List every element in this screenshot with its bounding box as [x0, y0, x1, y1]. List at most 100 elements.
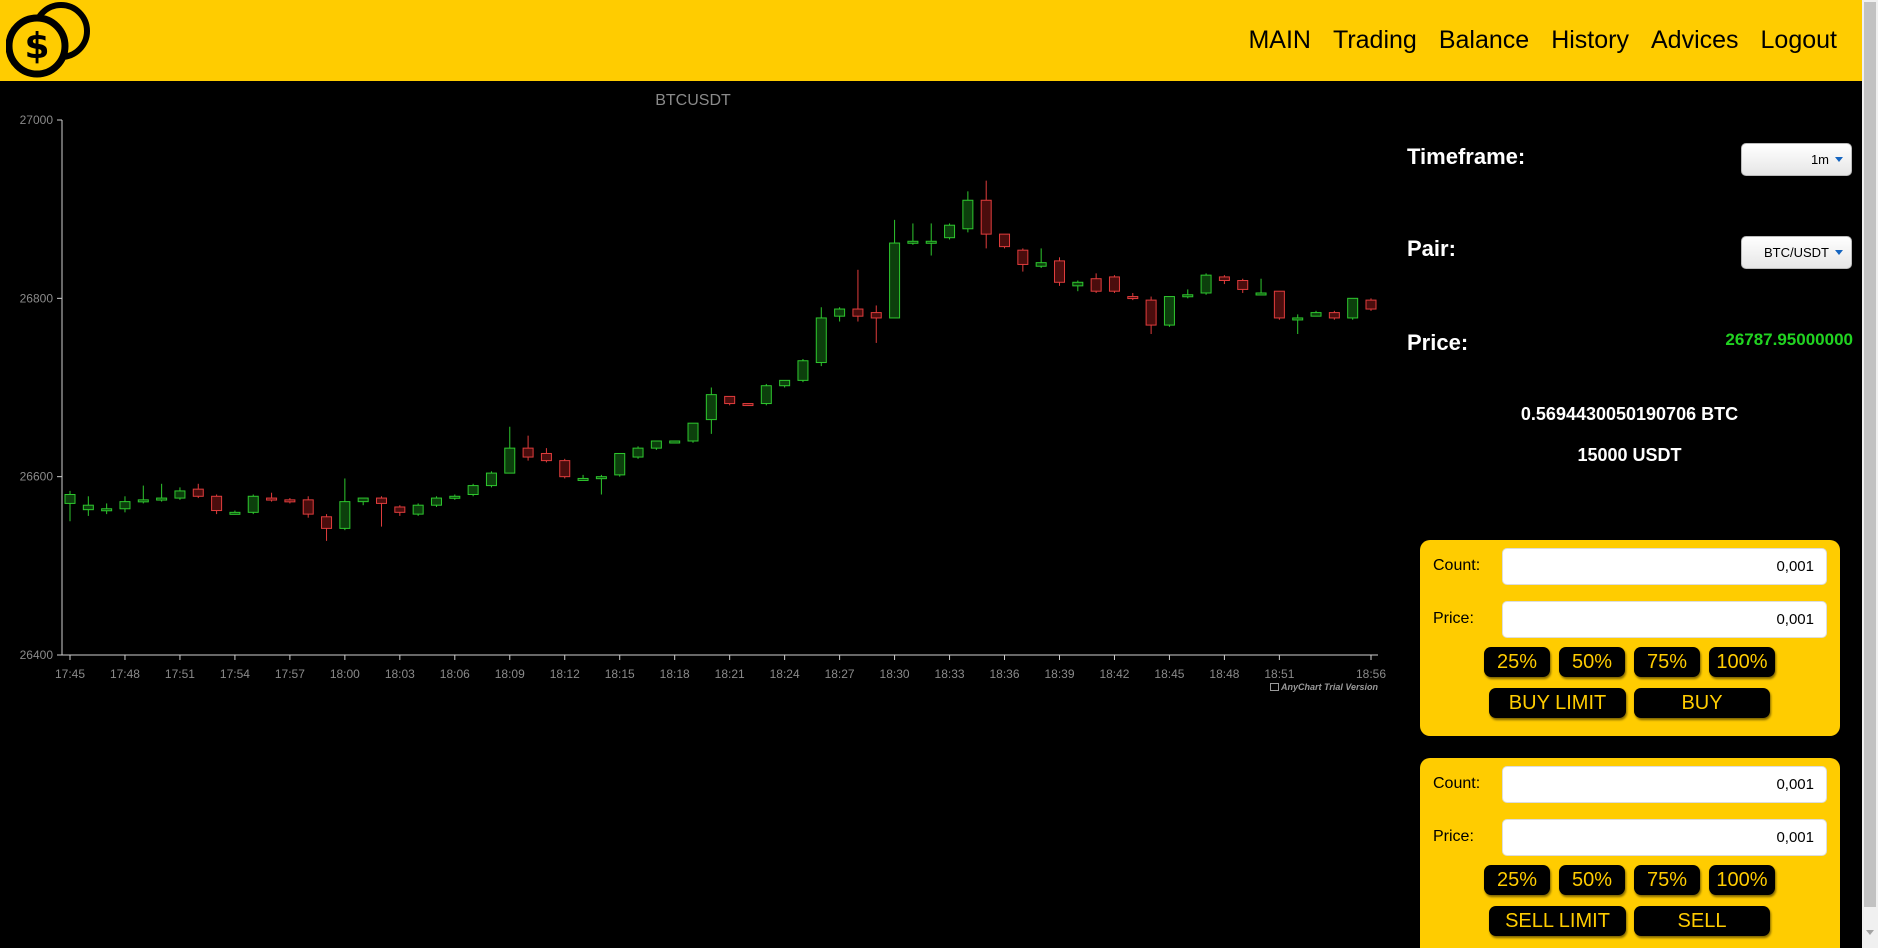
sell-button[interactable]: SELL	[1634, 906, 1770, 936]
candle-up	[430, 497, 442, 506]
nav-balance[interactable]: Balance	[1438, 26, 1530, 54]
coin-logo-icon[interactable]: $	[6, 2, 90, 78]
scroll-down-arrow-icon[interactable]	[1866, 930, 1874, 935]
sell-count-input[interactable]: 0,001	[1502, 766, 1827, 803]
candle-up	[101, 508, 113, 512]
x-tick-label: 18:06	[440, 667, 470, 681]
candle-down	[376, 497, 388, 504]
x-tick-label: 18:30	[880, 667, 910, 681]
candle-up	[705, 394, 717, 421]
candle-up	[650, 440, 662, 449]
nav-history[interactable]: History	[1551, 26, 1629, 54]
buy-100-button[interactable]: 100%	[1709, 647, 1775, 677]
x-tick-label: 17:48	[110, 667, 140, 681]
x-tick-label: 18:33	[935, 667, 965, 681]
buy-50-button[interactable]: 50%	[1559, 647, 1625, 677]
buy-price-input[interactable]: 0,001	[1502, 601, 1827, 638]
candle-up	[669, 440, 681, 444]
candle-up	[229, 511, 241, 515]
candle-up	[834, 308, 846, 317]
y-tick-label: 27000	[20, 113, 54, 127]
timeframe-value: 1m	[1810, 152, 1829, 167]
x-tick-label: 18:12	[550, 667, 580, 681]
candle-down	[1127, 296, 1139, 300]
candle-up	[1347, 297, 1359, 319]
candle-down	[302, 499, 314, 515]
candle-up	[156, 497, 168, 501]
buy-25-button[interactable]: 25%	[1484, 647, 1550, 677]
x-tick-label: 18:00	[330, 667, 360, 681]
candle-up	[1163, 296, 1175, 326]
sell-100-button[interactable]: 100%	[1709, 865, 1775, 895]
candle-up	[925, 240, 937, 244]
candle-up	[357, 497, 369, 503]
candle-down	[1090, 278, 1102, 292]
current-price: 26787.95000000	[1725, 330, 1853, 349]
candle-up	[889, 242, 901, 319]
trial-text: AnyChart Trial Version	[1281, 682, 1379, 692]
candle-down	[980, 199, 992, 235]
candle-up	[1035, 262, 1047, 267]
candle-down	[1365, 299, 1377, 310]
candle-down	[999, 233, 1011, 248]
candle-down	[192, 488, 204, 497]
y-tick-label: 26600	[20, 470, 54, 484]
x-tick-label: 17:45	[55, 667, 85, 681]
candle-up	[119, 501, 131, 510]
timeframe-select[interactable]: 1m	[1741, 143, 1852, 176]
nav-logout[interactable]: Logout	[1760, 26, 1837, 54]
nav-trading[interactable]: Trading	[1332, 26, 1417, 54]
candlestick-chart[interactable]: 26400 26600 26800 27000 17:45 17:48 17:51 17:54…	[0, 0, 1400, 710]
candle-up	[614, 452, 626, 476]
candle-up	[944, 224, 956, 239]
anychart-trial-label[interactable]: AnyChart Trial Version	[1270, 682, 1378, 692]
candle-down	[540, 452, 552, 462]
candle-up	[467, 485, 479, 496]
buy-limit-button[interactable]: BUY LIMIT	[1489, 688, 1626, 718]
x-tick-label: 18:48	[1209, 667, 1239, 681]
buy-price-label: Price:	[1433, 610, 1474, 627]
candle-down	[266, 497, 278, 501]
sell-limit-button[interactable]: SELL LIMIT	[1489, 906, 1626, 936]
nav-advices[interactable]: Advices	[1650, 26, 1739, 54]
chart-small-icon	[1270, 683, 1279, 691]
candle-up	[962, 199, 974, 230]
candle-up	[1255, 292, 1267, 296]
candle-up	[577, 477, 589, 481]
buy-button[interactable]: BUY	[1634, 688, 1770, 718]
scrollbar-thumb[interactable]	[1864, 2, 1876, 907]
buy-count-input[interactable]: 0,001	[1502, 548, 1827, 585]
candle-down	[321, 516, 333, 529]
candle-down	[394, 506, 406, 513]
nav-main[interactable]: MAIN	[1248, 26, 1311, 54]
main-nav: MAIN Trading Balance History Advices Log…	[1237, 0, 1848, 81]
y-tick-label: 26400	[20, 648, 54, 662]
sell-25-button[interactable]: 25%	[1484, 865, 1550, 895]
candle-down	[1273, 290, 1285, 319]
candle-up	[760, 385, 772, 405]
price-label: Price:	[1407, 330, 1469, 355]
candle-down	[1053, 260, 1065, 283]
caret-down-icon	[1835, 157, 1843, 162]
candle-up	[1182, 294, 1194, 298]
candle-down	[1237, 280, 1249, 290]
x-tick-label: 18:03	[385, 667, 415, 681]
page-scrollbar[interactable]	[1862, 0, 1878, 948]
candle-up	[1292, 317, 1304, 321]
candle-up	[174, 490, 186, 499]
buy-75-button[interactable]: 75%	[1634, 647, 1700, 677]
candle-down	[559, 460, 571, 478]
pair-label: Pair:	[1407, 236, 1456, 261]
candle-up	[504, 447, 516, 474]
sell-50-button[interactable]: 50%	[1559, 865, 1625, 895]
sell-price-input[interactable]: 0,001	[1502, 819, 1827, 856]
candle-down	[1108, 276, 1120, 292]
usdt-balance: 15000 USDT	[1577, 445, 1682, 465]
sell-75-button[interactable]: 75%	[1634, 865, 1700, 895]
pair-select[interactable]: BTC/USDT	[1741, 236, 1852, 269]
candle-up	[779, 379, 791, 387]
candle-up	[247, 495, 259, 513]
sell-form: Count: 0,001 Price: 0,001 25% 50% 75% 10…	[1420, 758, 1840, 948]
x-tick-label: 18:51	[1264, 667, 1294, 681]
top-navbar: $ MAIN Trading Balance History Advices L…	[0, 0, 1862, 81]
